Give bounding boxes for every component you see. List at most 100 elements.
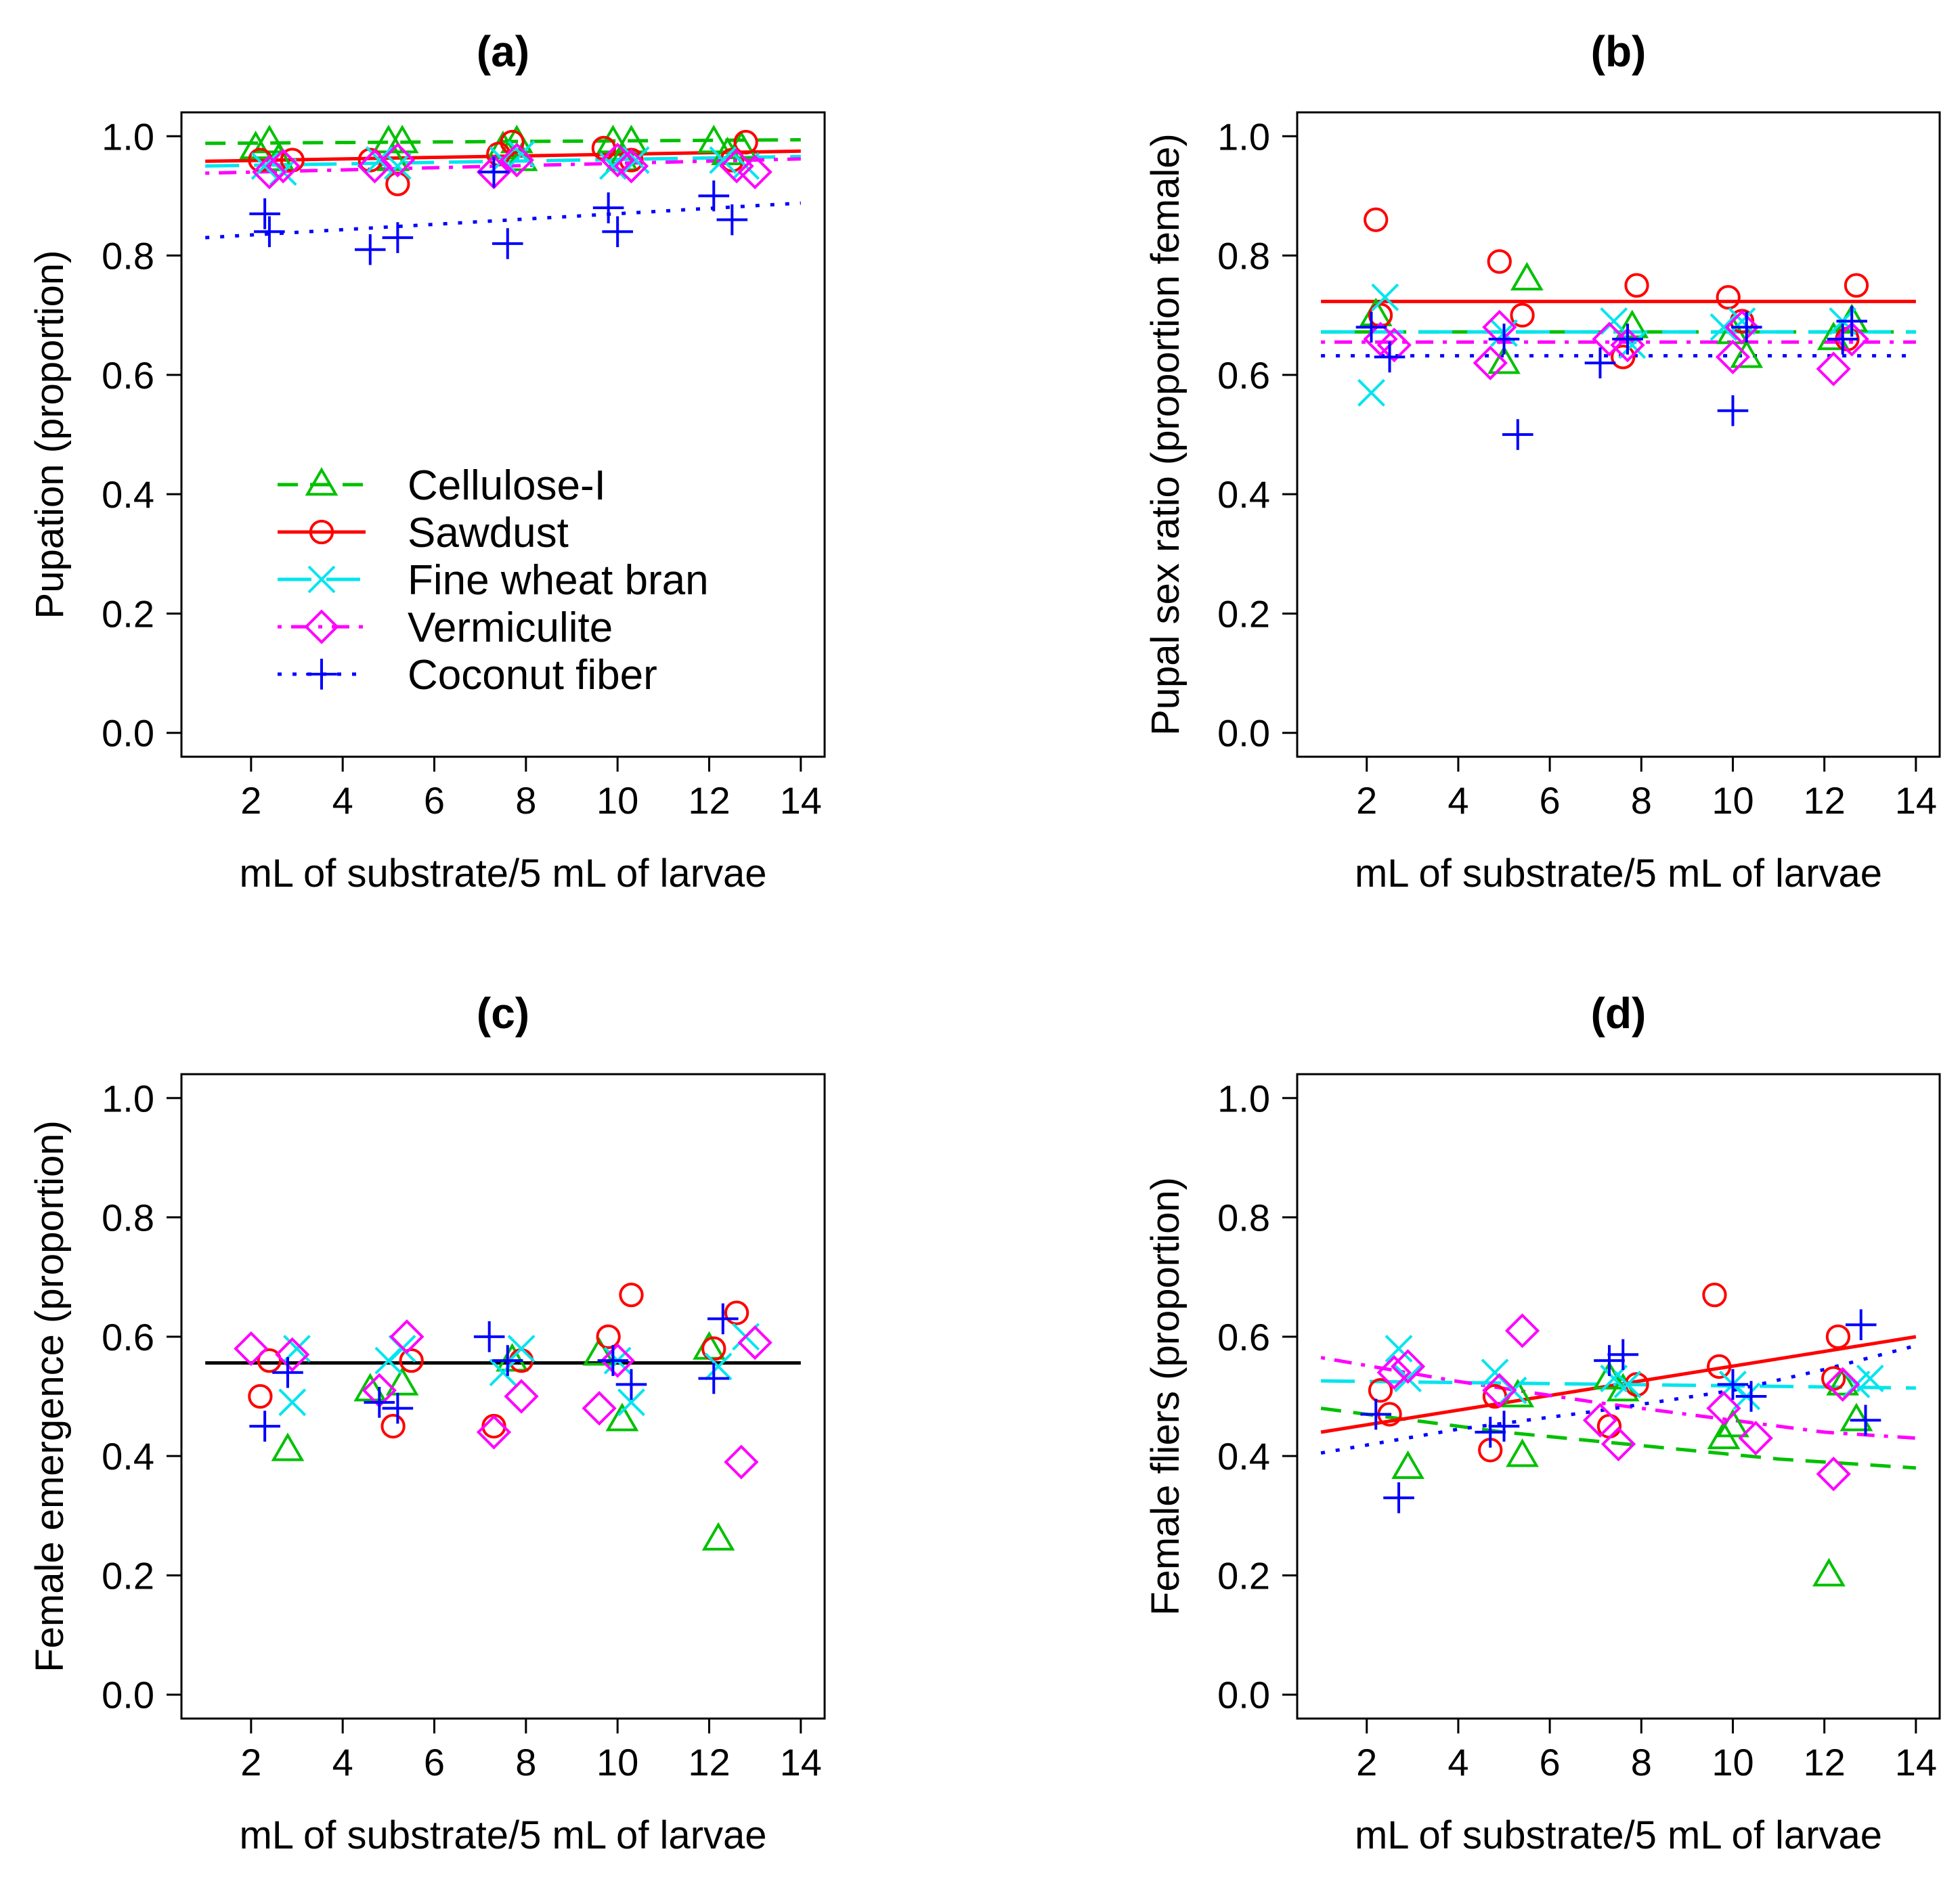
y-tick-label: 0.2 — [1217, 1554, 1270, 1597]
data-point-verm — [1592, 322, 1627, 357]
data-point-coco — [1735, 1381, 1767, 1412]
panel-b: (b) 2 4 6 8 10 12 14 0.0 0.2 0.4 0.6 0.8 1.0 mL of sub… — [1144, 27, 1941, 895]
legend-marker-cell — [305, 467, 339, 496]
data-point-coco — [1360, 1398, 1392, 1430]
data-point-verm — [476, 1415, 512, 1450]
data-point-saw — [1624, 273, 1649, 298]
data-point-saw — [1707, 1354, 1732, 1379]
data-point-cell — [1510, 261, 1544, 291]
y-tick-label: 0.8 — [102, 1197, 154, 1239]
data-point-cell — [353, 1373, 387, 1402]
y-tick-label: 0.4 — [102, 1435, 154, 1478]
x-tick-label: 12 — [1804, 779, 1846, 822]
data-point-coco — [1475, 1417, 1506, 1448]
data-point-saw — [1487, 249, 1512, 274]
data-point-coco — [249, 198, 280, 229]
x-tick-label: 2 — [1356, 1741, 1377, 1784]
data-point-verm — [504, 1379, 539, 1414]
data-point-coco — [597, 1345, 629, 1376]
y-axis-label: Female fliers (proportion) — [1144, 1177, 1188, 1616]
data-point-verm — [1482, 309, 1517, 345]
data-point-saw — [1825, 1324, 1851, 1350]
x-tick-label: 4 — [1447, 1741, 1468, 1784]
data-point-verm — [1376, 328, 1412, 363]
legend-label-verm: Vermiculite — [408, 604, 613, 651]
data-point-wheat — [1600, 307, 1628, 335]
data-point-saw — [248, 1384, 273, 1409]
data-point-cell — [1487, 345, 1521, 374]
data-point-verm — [1816, 1456, 1851, 1492]
data-point-saw — [1611, 345, 1636, 370]
data-point-wheat — [383, 152, 412, 180]
x-tick-label: 6 — [424, 1741, 445, 1784]
x-tick-label: 8 — [1631, 1741, 1652, 1784]
x-tick-label: 8 — [515, 1741, 536, 1784]
data-point-wheat — [1385, 1335, 1413, 1363]
data-point-cell — [385, 125, 419, 154]
data-point-wheat — [507, 1335, 536, 1363]
y-tick-label: 0.6 — [102, 354, 154, 397]
x-tick-label: 10 — [596, 1741, 638, 1784]
plot-frame — [180, 111, 826, 758]
data-point-coco — [1845, 1309, 1877, 1341]
data-point-saw — [1364, 207, 1389, 232]
y-tick-label: 0.2 — [1217, 592, 1270, 635]
data-point-verm — [1706, 1391, 1741, 1426]
y-tick-label: 0.0 — [1217, 1674, 1270, 1717]
data-point-cell — [496, 1343, 529, 1372]
x-axis-label: mL of substrate/5 mL of larvae — [239, 1813, 766, 1857]
data-point-coco — [1488, 1411, 1520, 1442]
x-tick-label: 10 — [1712, 779, 1754, 822]
y-tick-label: 0.4 — [102, 473, 154, 516]
x-tick-label: 14 — [780, 779, 822, 822]
data-point-coco — [1502, 419, 1533, 450]
data-point-saw — [701, 1336, 726, 1361]
data-point-cell — [385, 1367, 419, 1396]
data-point-coco — [1717, 1369, 1749, 1400]
data-point-verm — [1482, 1373, 1517, 1408]
data-point-coco — [254, 216, 285, 248]
y-tick-label: 1.0 — [1217, 1077, 1270, 1120]
data-point-coco — [716, 204, 748, 236]
x-tick-label: 14 — [780, 1741, 822, 1784]
data-point-coco — [1383, 1482, 1414, 1513]
data-point-cell — [239, 131, 272, 160]
panel-d: (d) 2 4 6 8 10 12 14 0.0 0.2 0.4 0.6 0.8 1.0 mL of sub… — [1144, 989, 1941, 1857]
data-point-saw — [619, 1282, 644, 1308]
legend-label-coco: Coconut fiber — [408, 652, 657, 699]
x-tick-label: 12 — [1804, 1741, 1846, 1784]
x-tick-label: 10 — [1712, 1741, 1754, 1784]
data-point-coco — [1488, 324, 1520, 355]
data-point-cell — [1730, 339, 1764, 368]
data-point-saw — [724, 1300, 749, 1325]
x-tick-label: 10 — [596, 779, 638, 822]
legend-label-cell: Cellulose-I — [408, 462, 606, 509]
data-point-cell — [1826, 1367, 1860, 1396]
y-axis-label: Pupation (proportion) — [28, 250, 72, 619]
data-point-verm — [499, 142, 534, 178]
data-point-coco — [1594, 1345, 1625, 1376]
data-point-verm — [357, 148, 393, 183]
y-tick-label: 0.8 — [1217, 1197, 1270, 1239]
x-axis-label: mL of substrate/5 mL of larvae — [1355, 1813, 1882, 1857]
x-tick-label: 4 — [1447, 779, 1468, 822]
data-point-verm — [1715, 339, 1751, 375]
data-point-verm — [1376, 1355, 1412, 1390]
x-tick-label: 6 — [1540, 1741, 1561, 1784]
data-point-coco — [1827, 324, 1858, 355]
data-point-coco — [492, 228, 523, 259]
data-point-verm — [1504, 1313, 1540, 1348]
data-point-coco — [698, 1363, 730, 1394]
y-tick-label: 1.0 — [1217, 115, 1270, 158]
data-point-verm — [600, 1343, 635, 1378]
y-tick-label: 0.8 — [102, 235, 154, 278]
legend-marker-saw — [309, 519, 334, 545]
plot-frame — [1296, 1073, 1941, 1720]
data-point-cell — [253, 125, 286, 154]
y-tick-label: 1.0 — [102, 1077, 154, 1120]
panel-c: (c) 2 4 6 8 10 12 14 0.0 0.2 0.4 0.6 0.8 1.0 mL of sub… — [28, 989, 826, 1857]
data-point-wheat — [617, 1388, 645, 1417]
y-tick-label: 0.4 — [1217, 473, 1270, 516]
data-point-cell — [271, 1432, 305, 1461]
y-tick-label: 0.0 — [102, 712, 154, 755]
